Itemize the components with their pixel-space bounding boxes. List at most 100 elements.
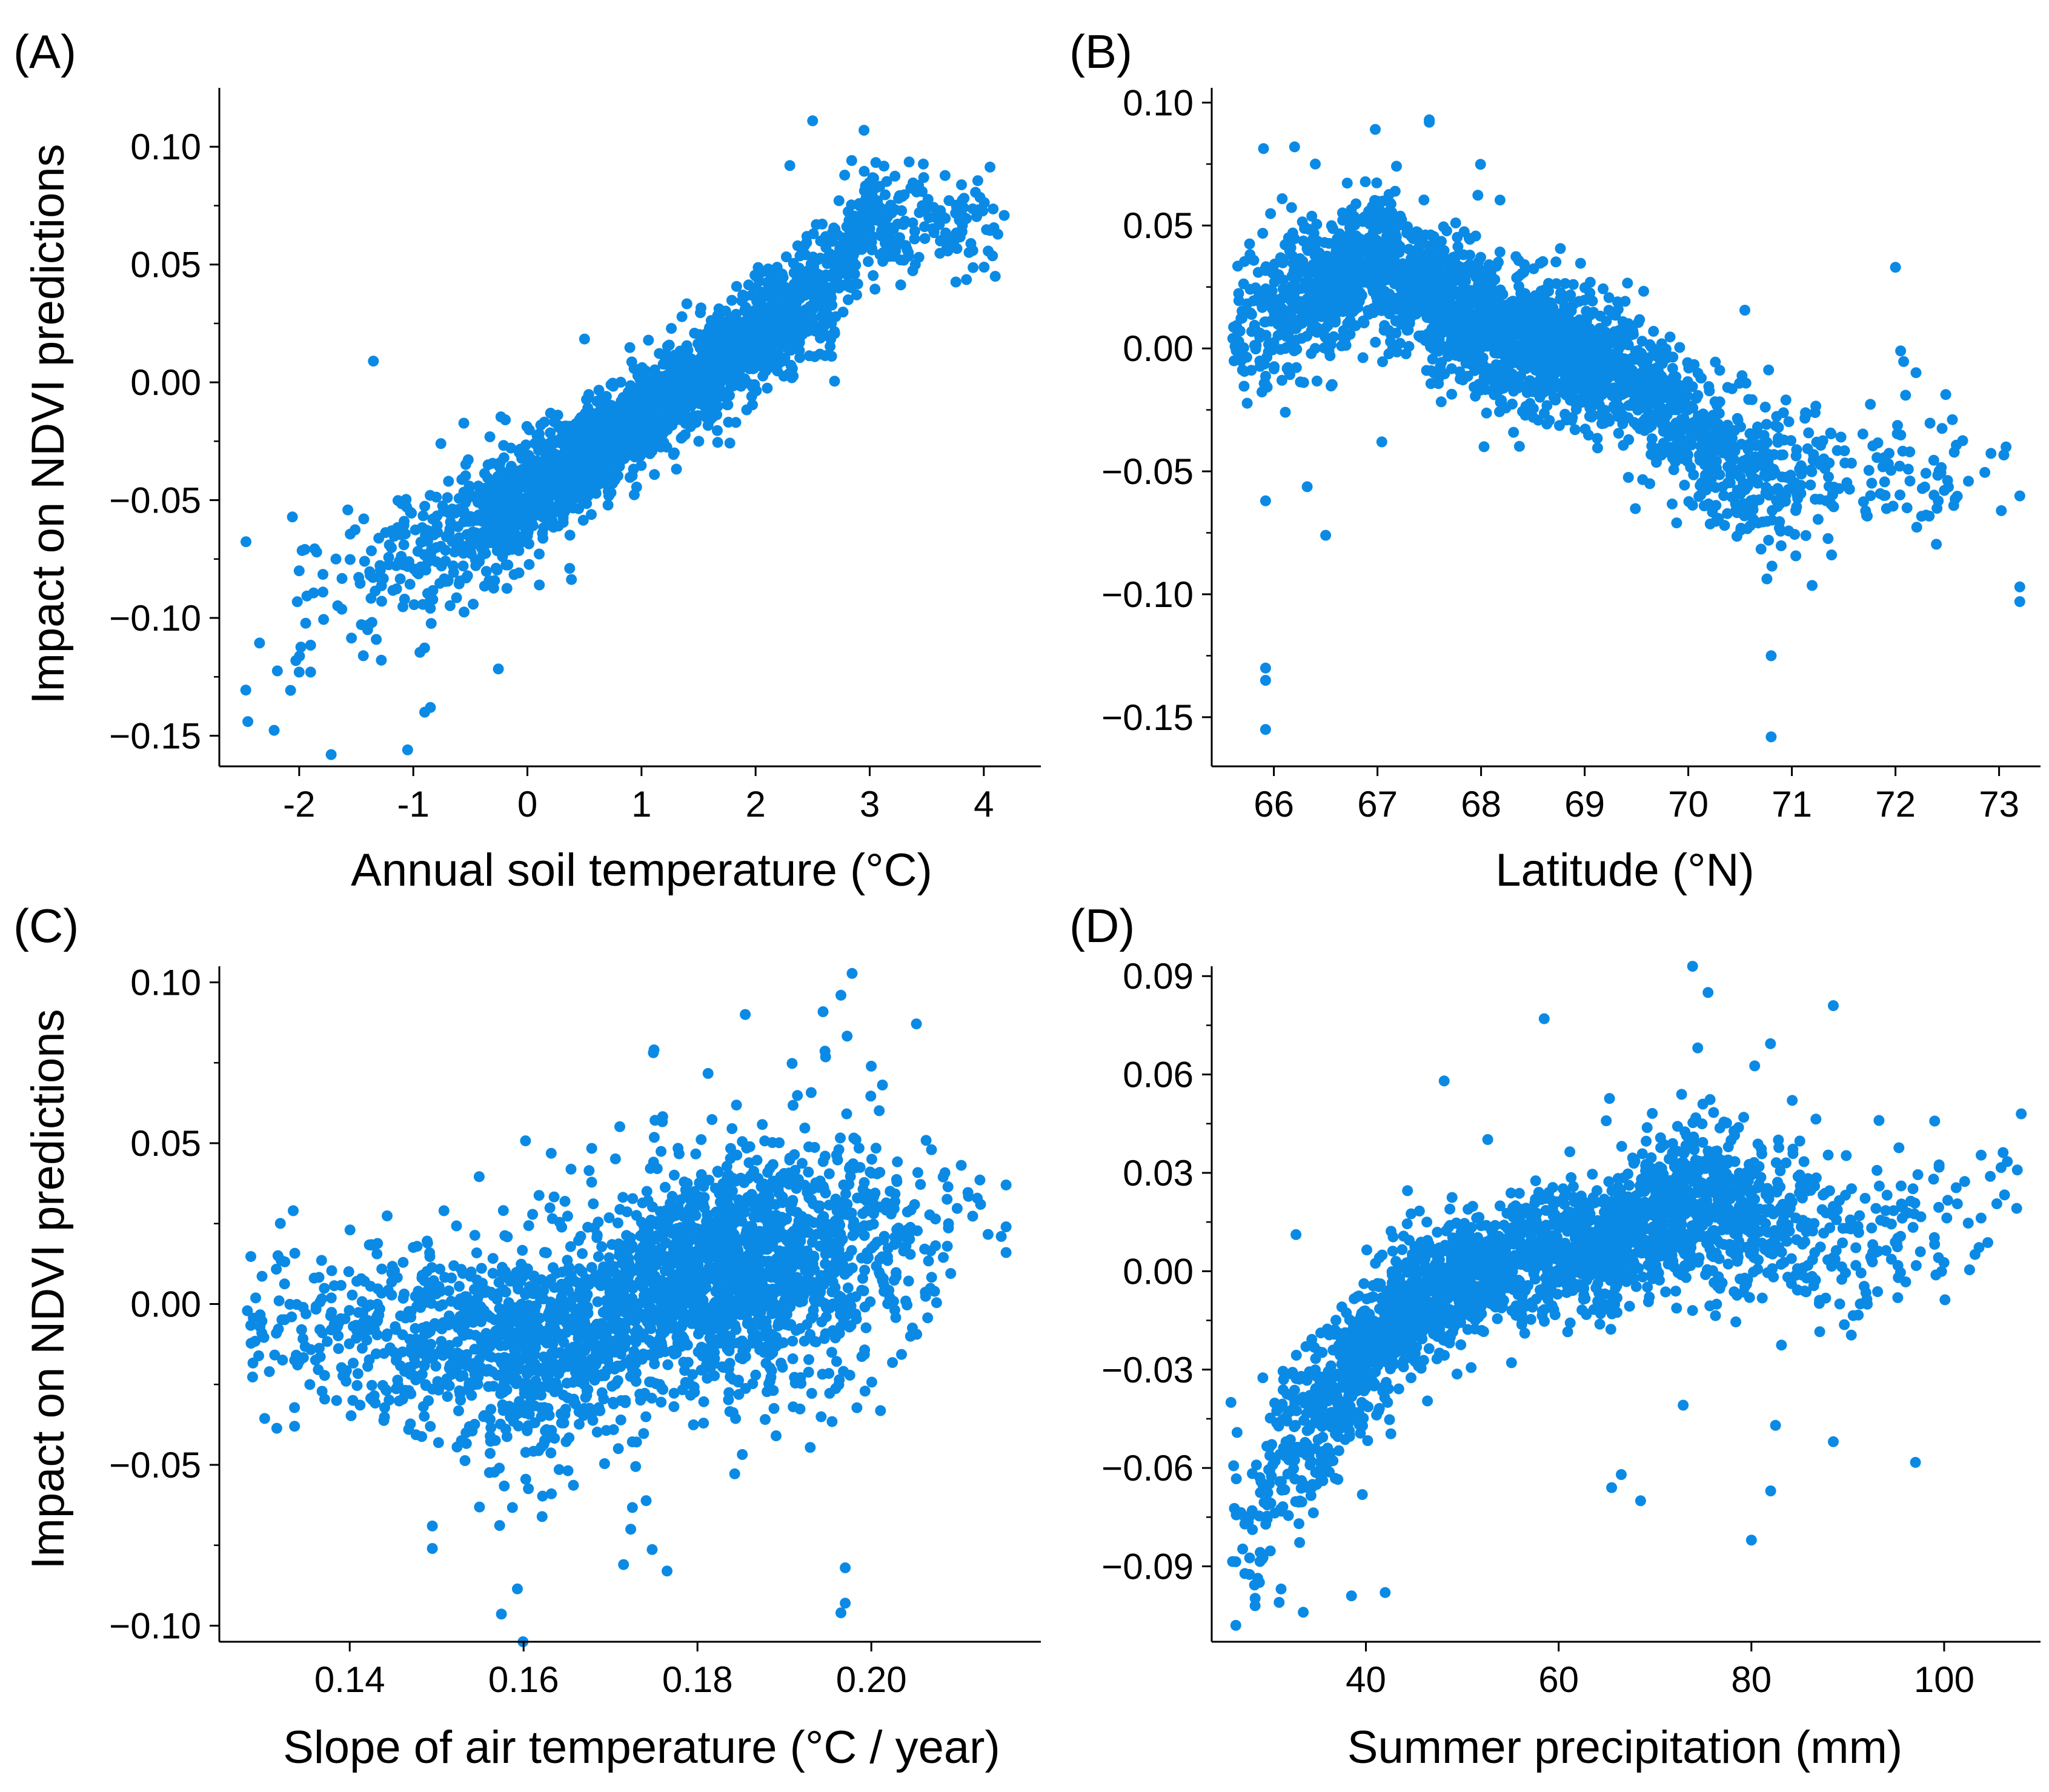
data-point: [287, 511, 298, 523]
data-point: [577, 514, 589, 526]
data-point: [791, 275, 803, 287]
panel-a-y-tick-label: 0.10: [130, 127, 201, 167]
data-point: [514, 516, 525, 527]
data-point: [1355, 291, 1367, 302]
data-point: [491, 564, 503, 576]
data-point: [602, 499, 614, 511]
data-point: [1269, 361, 1280, 373]
data-point: [357, 650, 369, 662]
data-point: [786, 307, 798, 318]
data-point: [1378, 325, 1390, 336]
data-point: [1825, 428, 1837, 440]
data-point: [956, 226, 968, 237]
data-point: [479, 499, 491, 509]
data-point: [829, 376, 840, 387]
data-point: [1904, 476, 1916, 486]
data-point: [1626, 353, 1638, 364]
data-point: [1685, 462, 1696, 473]
data-point: [305, 640, 316, 651]
data-point: [240, 685, 251, 696]
data-point: [396, 529, 407, 540]
data-point: [1508, 426, 1519, 438]
data-point: [771, 262, 783, 273]
data-point: [782, 342, 793, 353]
data-point: [1831, 445, 1843, 456]
data-point: [526, 454, 538, 466]
data-point: [788, 257, 799, 269]
data-point: [829, 328, 840, 339]
data-point: [669, 447, 680, 459]
data-point: [946, 238, 957, 250]
data-point: [610, 453, 622, 464]
data-point: [374, 560, 386, 571]
data-point: [846, 199, 857, 211]
data-point: [1763, 364, 1775, 376]
data-point: [637, 401, 648, 413]
data-point: [579, 333, 590, 345]
data-point: [1238, 380, 1250, 392]
data-point: [1632, 399, 1643, 411]
data-point: [1735, 421, 1746, 433]
data-point: [919, 233, 931, 244]
data-point: [293, 565, 305, 577]
data-point: [1275, 252, 1286, 264]
data-point: [608, 380, 619, 392]
data-point: [998, 210, 1010, 221]
data-point: [1933, 465, 1945, 477]
data-point: [1547, 362, 1558, 373]
data-point: [1532, 414, 1544, 426]
data-point: [1464, 259, 1475, 270]
data-point: [1232, 261, 1243, 272]
data-point: [419, 500, 431, 512]
data-point: [1740, 377, 1752, 389]
data-point: [386, 542, 397, 553]
data-point: [557, 513, 569, 523]
data-point: [839, 170, 851, 181]
data-point: [1506, 352, 1516, 363]
data-point: [794, 352, 806, 363]
data-point: [586, 509, 597, 520]
data-point: [1947, 414, 1958, 425]
data-point: [1541, 400, 1553, 411]
data-point: [1579, 423, 1591, 435]
data-point: [961, 213, 972, 224]
data-point: [649, 469, 660, 480]
data-point: [404, 579, 416, 590]
data-point: [833, 195, 845, 207]
data-point: [1931, 539, 1942, 550]
data-point: [562, 485, 573, 497]
data-point: [1745, 495, 1756, 506]
data-point: [516, 453, 528, 464]
data-point: [442, 576, 454, 587]
data-point: [1449, 287, 1460, 299]
data-point: [1261, 382, 1273, 393]
data-point: [1555, 243, 1566, 254]
data-point: [406, 508, 417, 519]
data-point: [882, 210, 894, 222]
data-point: [557, 474, 568, 485]
data-point: [1692, 390, 1704, 401]
data-point: [950, 207, 961, 219]
panel-a-x-tick-label: -1: [397, 784, 429, 825]
data-point: [895, 279, 906, 291]
panel-a-x-tick-label: -2: [283, 784, 315, 825]
data-point: [501, 583, 513, 594]
data-point: [514, 443, 526, 455]
data-point: [740, 325, 752, 336]
data-point: [444, 523, 456, 535]
data-point: [1254, 327, 1266, 339]
data-point: [837, 307, 849, 318]
data-point: [934, 219, 945, 230]
data-point: [879, 237, 891, 249]
data-point: [831, 269, 842, 280]
data-point: [345, 528, 356, 540]
data-point: [769, 311, 780, 323]
data-point: [374, 572, 386, 583]
data-point: [364, 566, 376, 577]
data-point: [1570, 403, 1582, 415]
data-point: [1693, 491, 1705, 502]
data-point: [497, 551, 508, 562]
data-point: [1365, 212, 1377, 224]
data-point: [1867, 440, 1879, 451]
data-point: [965, 238, 977, 249]
